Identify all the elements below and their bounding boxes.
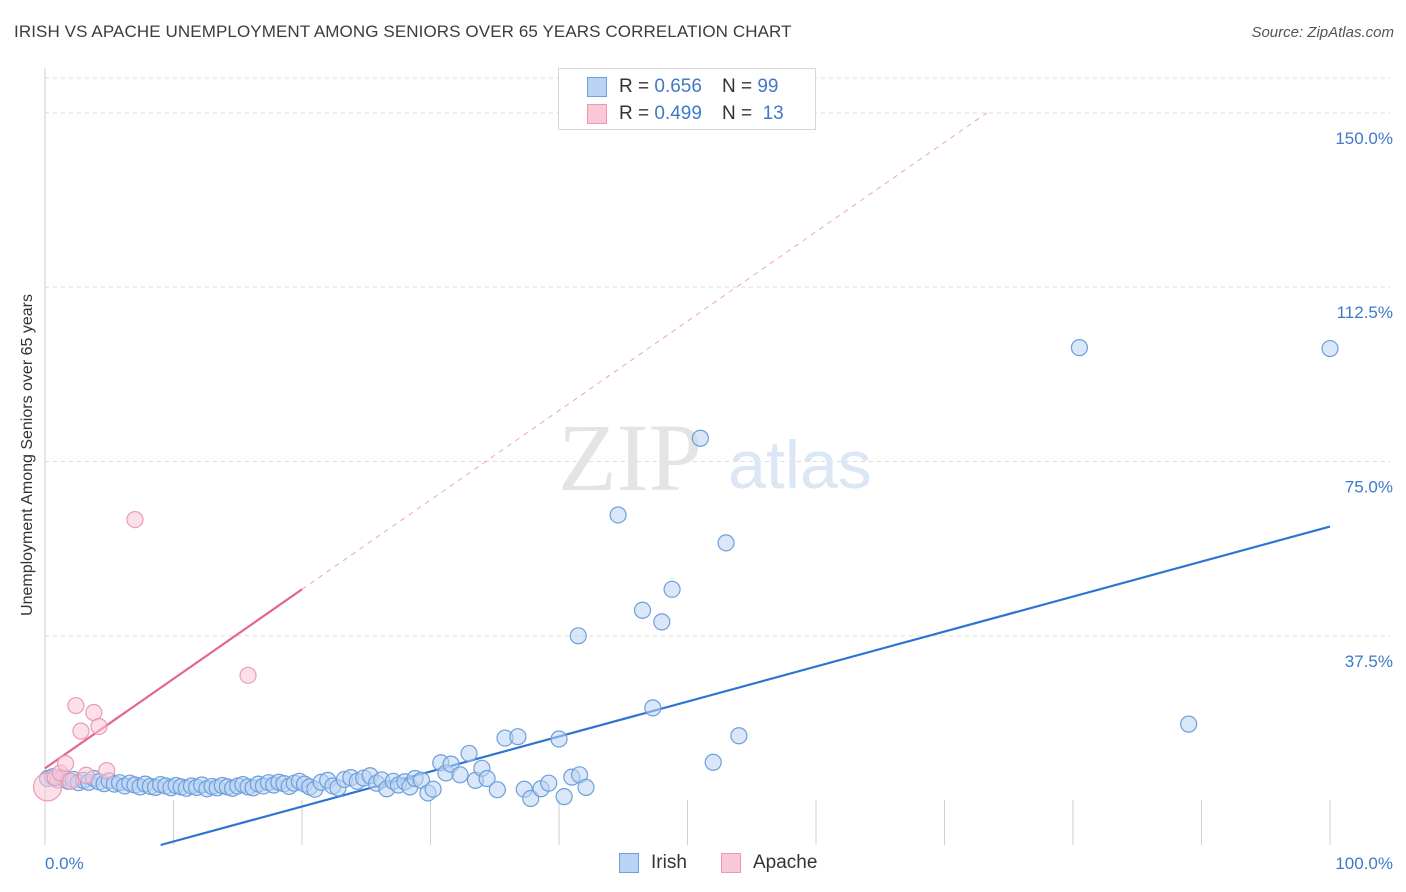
irish-n-label: N = xyxy=(721,76,753,97)
irish-point xyxy=(451,766,469,784)
apache-legend-swatch xyxy=(721,853,741,873)
irish-point xyxy=(424,780,442,798)
apache-point xyxy=(67,696,85,715)
irish-swatch xyxy=(587,77,607,97)
irish-point xyxy=(730,727,748,745)
apache-r-value: 0.499 xyxy=(654,103,702,124)
irish-point xyxy=(1321,339,1339,358)
x-tick-label: 100.0% xyxy=(1335,854,1393,873)
bottom-legend-apache: Apache xyxy=(721,852,817,874)
apache-regression-line xyxy=(44,588,303,770)
irish-point xyxy=(609,506,627,524)
irish-point xyxy=(550,730,568,748)
watermark: ZIP atlas xyxy=(558,404,872,511)
apache-n-label: N = xyxy=(721,103,753,124)
apache-point xyxy=(72,722,90,740)
irish-point xyxy=(540,774,558,792)
x-tick-label: 0.0% xyxy=(45,854,84,873)
apache-legend-label: Apache xyxy=(753,852,818,873)
irish-point xyxy=(1070,339,1089,357)
irish-point xyxy=(663,580,681,598)
apache-swatch xyxy=(587,104,607,124)
y-tick-label: 112.5% xyxy=(1337,303,1393,322)
irish-point xyxy=(478,769,496,788)
irish-point xyxy=(1180,715,1198,733)
irish-point xyxy=(691,429,709,447)
watermark-atlas: atlas xyxy=(728,427,872,503)
apache-n-value: 13 xyxy=(762,103,784,124)
legend-row-apache: R = 0.499 N = 13 xyxy=(587,102,784,126)
irish-point xyxy=(644,699,662,717)
irish-point xyxy=(633,601,652,619)
apache-r-label: R = xyxy=(619,103,650,124)
irish-point xyxy=(569,627,587,645)
irish-point xyxy=(509,728,527,746)
irish-r-label: R = xyxy=(619,76,650,97)
irish-point xyxy=(577,778,595,796)
irish-legend-swatch xyxy=(619,853,639,873)
irish-point xyxy=(653,613,671,631)
regression-lines xyxy=(44,112,1331,847)
irish-regression-line xyxy=(160,525,1331,847)
y-tick-label: 37.5% xyxy=(1345,652,1393,671)
data-points xyxy=(32,339,1339,808)
irish-n-value: 99 xyxy=(757,76,779,97)
apache-point xyxy=(62,772,80,790)
apache-point xyxy=(98,762,116,780)
apache-point xyxy=(239,666,257,684)
irish-point xyxy=(460,744,478,763)
apache-regression-extension xyxy=(301,112,988,590)
apache-point xyxy=(90,717,108,736)
grid-layer xyxy=(45,77,1390,637)
irish-point xyxy=(555,788,573,806)
watermark-zip: ZIP xyxy=(558,404,702,511)
irish-point xyxy=(488,781,506,799)
irish-legend-label: Irish xyxy=(651,852,687,873)
apache-point xyxy=(56,755,75,773)
y-tick-label: 75.0% xyxy=(1345,478,1393,497)
apache-point xyxy=(126,511,144,529)
legend-row-irish: R = 0.656 N = 99 xyxy=(587,75,778,99)
bottom-legend-irish: Irish xyxy=(619,852,687,874)
apache-point xyxy=(77,766,95,784)
source-label: Source: ZipAtlas.com xyxy=(1251,24,1394,41)
axis-layer: 37.5% 75.0% 112.5% 150.0% 0.0% 100.0% xyxy=(44,68,1393,873)
irish-point xyxy=(717,534,735,552)
irish-point xyxy=(704,753,722,771)
chart-title: IRISH VS APACHE UNEMPLOYMENT AMONG SENIO… xyxy=(14,22,792,41)
y-tick-label: 150.0% xyxy=(1335,129,1393,148)
irish-r-value: 0.656 xyxy=(654,76,702,97)
correlation-legend: R = 0.656 N = 99 R = 0.499 N = 13 xyxy=(558,68,816,130)
